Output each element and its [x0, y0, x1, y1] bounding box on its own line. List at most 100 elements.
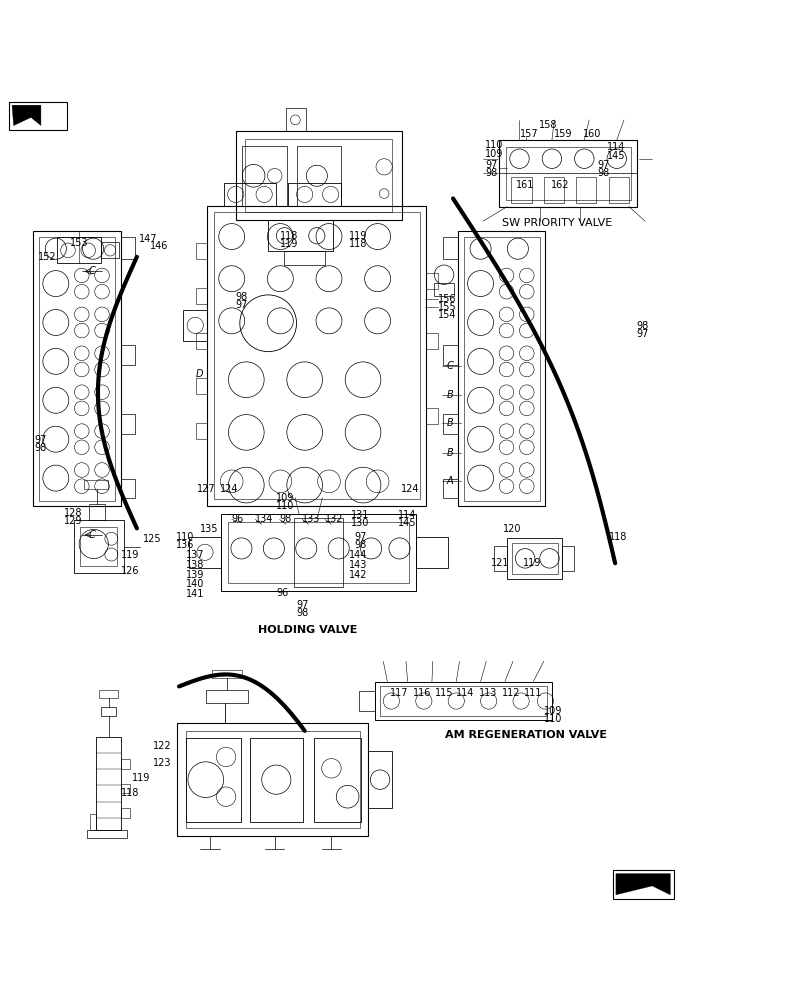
Text: B: B [446, 390, 453, 400]
Bar [284, 251, 324, 265]
Text: 143: 143 [349, 560, 367, 570]
Text: A: A [446, 476, 453, 486]
Bar [213, 212, 419, 499]
Text: 98: 98 [597, 168, 609, 178]
Text: 130: 130 [350, 518, 369, 528]
Text: 119: 119 [522, 558, 540, 568]
Text: 137: 137 [185, 550, 204, 560]
Text: 145: 145 [607, 151, 624, 161]
Bar [121, 345, 135, 365]
Bar [268, 220, 333, 251]
Text: 131: 131 [350, 510, 369, 520]
Text: 118: 118 [608, 532, 626, 542]
Text: 124: 124 [401, 484, 419, 494]
Bar [443, 237, 457, 259]
Bar [9, 102, 67, 130]
Bar [212, 670, 242, 678]
Text: 97: 97 [354, 532, 366, 542]
Text: 142: 142 [349, 570, 367, 580]
Text: 115: 115 [435, 688, 453, 698]
Bar [121, 808, 131, 818]
Text: 110: 110 [543, 714, 561, 724]
Text: 114: 114 [607, 142, 624, 152]
Bar [185, 738, 240, 822]
Bar [121, 784, 131, 793]
Bar [608, 177, 629, 203]
Bar [426, 273, 437, 289]
Bar [235, 131, 401, 220]
Bar [206, 690, 247, 703]
Text: 141: 141 [185, 589, 204, 599]
Text: 110: 110 [485, 140, 503, 150]
Text: 109: 109 [276, 493, 294, 503]
Text: C: C [446, 361, 453, 371]
Bar [101, 707, 116, 716]
Bar [576, 177, 596, 203]
Text: 97: 97 [296, 600, 308, 610]
Bar [434, 283, 453, 296]
Text: 125: 125 [144, 534, 161, 544]
Bar [294, 518, 342, 587]
Bar [380, 686, 547, 716]
Bar [285, 108, 306, 131]
Text: B: B [446, 418, 453, 428]
Bar [426, 333, 437, 349]
Text: B: B [446, 448, 453, 458]
Text: 158: 158 [539, 120, 557, 130]
Text: 133: 133 [302, 514, 320, 524]
Text: 98: 98 [354, 540, 366, 550]
Text: 145: 145 [397, 518, 416, 528]
Bar [195, 333, 207, 349]
Text: 154: 154 [438, 310, 457, 320]
Bar [221, 514, 415, 591]
Text: 136: 136 [175, 540, 194, 550]
Bar [195, 378, 207, 394]
Bar [177, 723, 367, 836]
Text: 146: 146 [150, 241, 168, 251]
Text: 119: 119 [121, 550, 139, 560]
Text: 98: 98 [636, 321, 648, 331]
Polygon shape [12, 105, 41, 125]
Bar [426, 408, 437, 424]
Bar [185, 731, 359, 828]
Text: 156: 156 [438, 294, 457, 304]
Bar [227, 522, 409, 583]
Bar [80, 527, 118, 566]
Bar [415, 537, 448, 568]
Text: 135: 135 [200, 524, 218, 534]
Text: 153: 153 [71, 238, 88, 248]
Bar [195, 423, 207, 439]
Bar [499, 140, 637, 207]
Text: 140: 140 [185, 579, 204, 589]
Bar [97, 737, 121, 830]
Bar [84, 480, 108, 489]
Text: 124: 124 [219, 484, 238, 494]
Text: 117: 117 [389, 688, 408, 698]
Bar [74, 520, 124, 573]
Bar [463, 237, 539, 501]
Bar [313, 738, 360, 822]
Text: HOLDING VALVE: HOLDING VALVE [258, 625, 358, 635]
Text: 111: 111 [524, 688, 542, 698]
Text: 119: 119 [279, 239, 298, 249]
Text: 127: 127 [196, 484, 215, 494]
Bar [612, 870, 672, 899]
Bar [562, 546, 573, 571]
Text: 118: 118 [349, 239, 367, 249]
Bar [182, 310, 207, 341]
Text: 109: 109 [543, 706, 561, 716]
Text: 119: 119 [132, 773, 150, 783]
Bar [296, 146, 341, 206]
Text: C: C [88, 530, 95, 540]
Bar [443, 345, 457, 365]
Bar [207, 206, 426, 506]
Text: 98: 98 [279, 514, 291, 524]
Text: 159: 159 [554, 129, 572, 139]
Text: 147: 147 [139, 234, 157, 244]
Text: AM REGENERATION VALVE: AM REGENERATION VALVE [444, 730, 606, 740]
Text: 98: 98 [235, 292, 247, 302]
Text: D: D [195, 369, 204, 379]
Text: 121: 121 [491, 558, 509, 568]
Text: 97: 97 [597, 160, 609, 170]
Text: 96: 96 [276, 588, 288, 598]
